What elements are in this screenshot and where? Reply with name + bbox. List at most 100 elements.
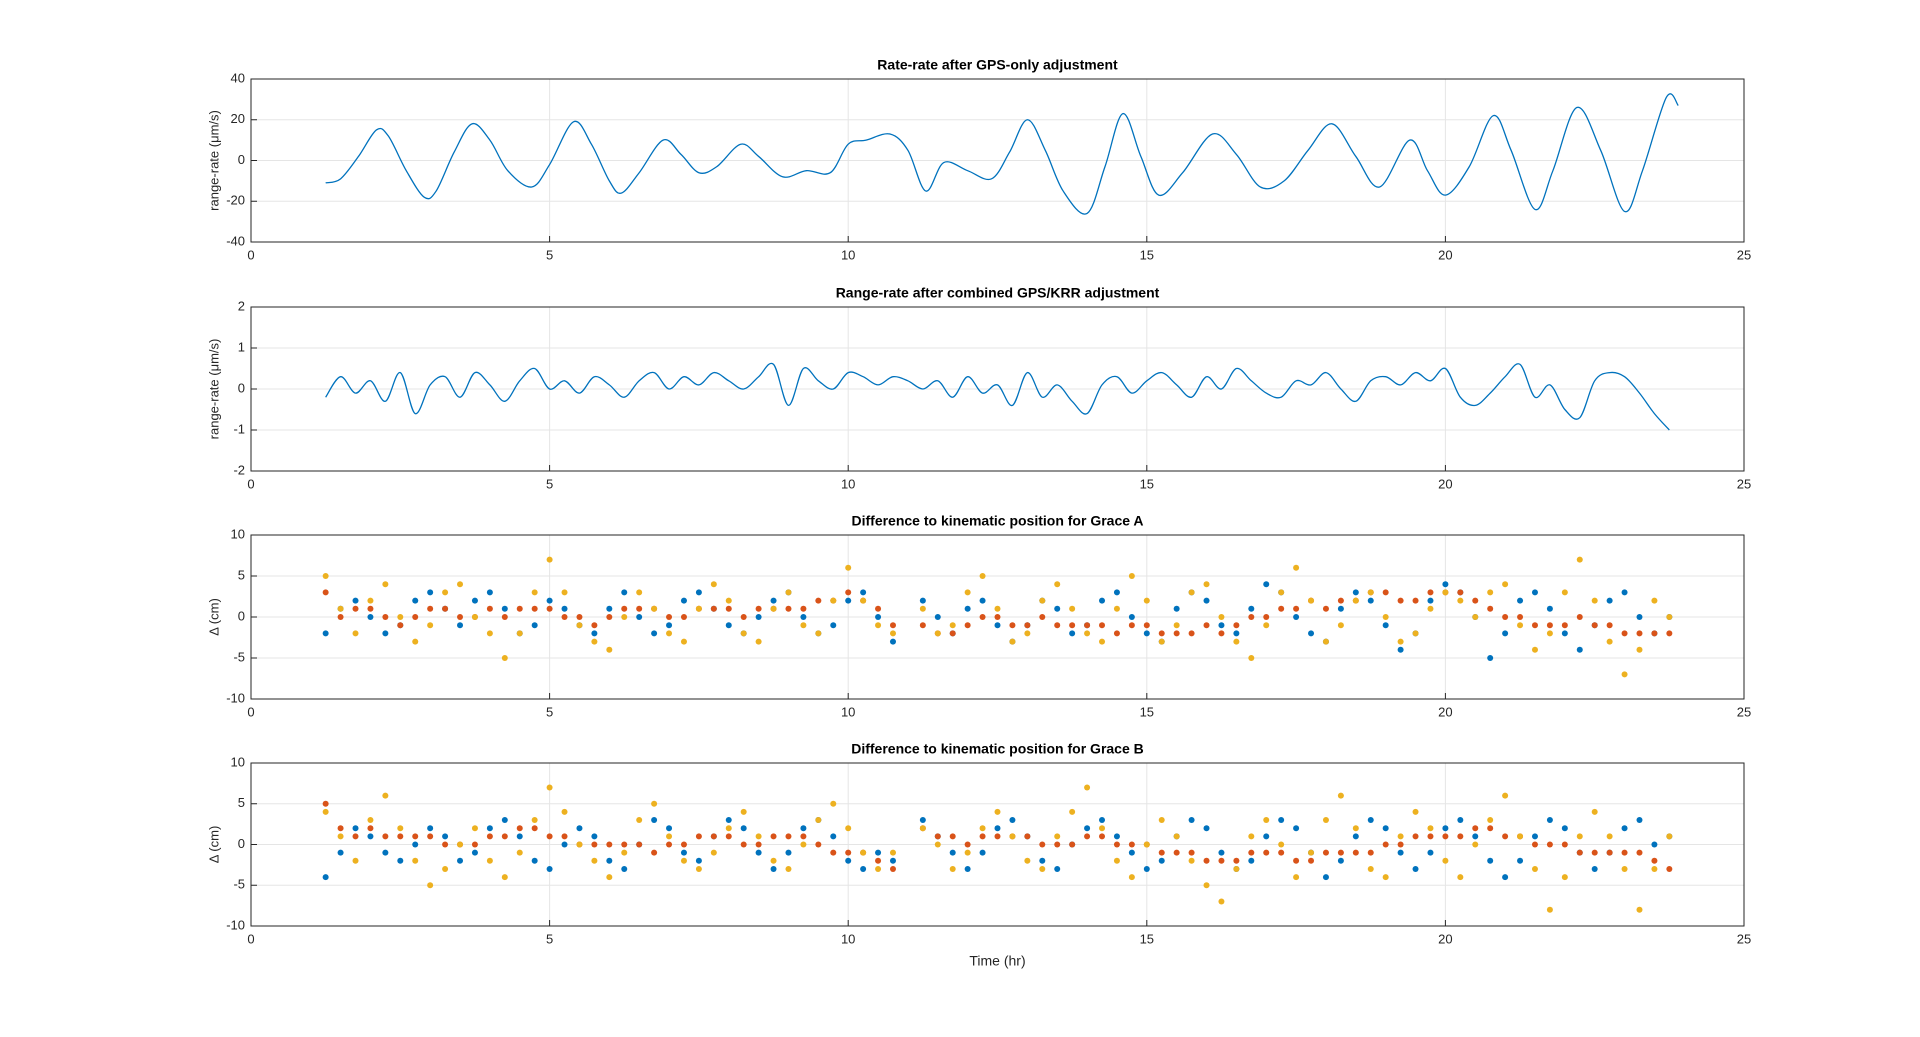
data-point bbox=[1352, 597, 1359, 604]
data-point bbox=[1337, 792, 1344, 799]
y-axis-label: Δ (cm) bbox=[206, 826, 221, 864]
data-point bbox=[1322, 874, 1329, 881]
data-point bbox=[561, 614, 568, 620]
data-point bbox=[367, 597, 374, 604]
data-point bbox=[501, 833, 508, 840]
x-axis-label: Time (hr) bbox=[969, 953, 1025, 969]
data-point bbox=[860, 597, 867, 604]
data-point bbox=[561, 841, 568, 848]
data-point bbox=[591, 833, 598, 840]
data-point bbox=[1143, 622, 1150, 629]
data-point bbox=[1487, 655, 1494, 661]
data-point bbox=[1651, 857, 1658, 864]
data-point bbox=[457, 622, 464, 629]
data-point bbox=[1606, 833, 1613, 840]
data-point bbox=[875, 849, 882, 856]
data-point bbox=[1113, 605, 1120, 612]
data-point bbox=[1203, 622, 1210, 629]
y-tick-label: -2 bbox=[233, 462, 245, 477]
data-point bbox=[1203, 825, 1210, 832]
data-point bbox=[1233, 622, 1240, 629]
data-point bbox=[531, 817, 538, 824]
data-point bbox=[815, 841, 822, 848]
data-point bbox=[1397, 638, 1404, 645]
data-point bbox=[1412, 865, 1419, 872]
data-point bbox=[636, 817, 643, 824]
axes-box bbox=[250, 762, 1745, 927]
data-point bbox=[412, 857, 419, 864]
data-point bbox=[1472, 597, 1479, 604]
x-tick-label: 15 bbox=[1140, 247, 1154, 262]
data-point bbox=[695, 589, 702, 596]
data-point bbox=[1293, 605, 1300, 612]
data-point bbox=[800, 614, 807, 620]
data-point bbox=[666, 622, 673, 629]
data-point bbox=[1502, 614, 1509, 620]
data-point bbox=[860, 589, 867, 596]
data-point bbox=[1308, 630, 1315, 637]
data-point bbox=[367, 605, 374, 612]
data-point bbox=[1218, 630, 1225, 637]
data-point bbox=[695, 833, 702, 840]
data-point bbox=[1457, 833, 1464, 840]
data-point bbox=[606, 874, 613, 881]
data-point bbox=[710, 833, 717, 840]
data-point bbox=[367, 817, 374, 824]
data-point bbox=[576, 614, 583, 620]
data-point bbox=[561, 808, 568, 815]
data-point bbox=[1546, 817, 1553, 824]
data-point bbox=[337, 833, 344, 840]
data-point bbox=[606, 646, 613, 653]
data-point bbox=[337, 825, 344, 832]
data-point bbox=[934, 614, 941, 620]
data-point bbox=[501, 614, 508, 620]
data-point bbox=[442, 841, 449, 848]
data-point bbox=[889, 857, 896, 864]
data-point bbox=[875, 865, 882, 872]
data-point bbox=[1621, 671, 1628, 678]
data-point bbox=[1337, 849, 1344, 856]
data-point bbox=[725, 817, 732, 824]
data-point bbox=[1308, 849, 1315, 856]
data-point bbox=[621, 589, 628, 596]
data-point bbox=[636, 614, 643, 620]
data-point bbox=[1517, 614, 1524, 620]
data-point bbox=[845, 825, 852, 832]
data-point bbox=[1517, 622, 1524, 629]
data-point bbox=[1427, 605, 1434, 612]
data-point bbox=[1472, 825, 1479, 832]
data-point bbox=[1517, 597, 1524, 604]
data-point bbox=[770, 865, 777, 872]
data-point bbox=[1278, 841, 1285, 848]
data-point bbox=[755, 833, 762, 840]
data-point bbox=[1158, 849, 1165, 856]
data-point bbox=[934, 833, 941, 840]
x-tick-label: 0 bbox=[247, 704, 254, 719]
data-point bbox=[546, 556, 553, 563]
data-point bbox=[546, 865, 553, 872]
data-point bbox=[1352, 825, 1359, 832]
data-point bbox=[1278, 589, 1285, 596]
data-point bbox=[666, 833, 673, 840]
data-point bbox=[352, 630, 359, 637]
data-point bbox=[1502, 630, 1509, 637]
data-point bbox=[949, 833, 956, 840]
data-point bbox=[1069, 630, 1076, 637]
x-tick-label: 5 bbox=[546, 704, 553, 719]
data-point bbox=[1113, 589, 1120, 596]
y-tick-label: 0 bbox=[238, 380, 245, 395]
data-point bbox=[427, 825, 434, 832]
data-point bbox=[1069, 622, 1076, 629]
x-tick-label: 15 bbox=[1140, 704, 1154, 719]
data-point bbox=[1442, 581, 1449, 588]
y-tick-label: 1 bbox=[238, 339, 245, 354]
x-tick-label: 10 bbox=[841, 247, 855, 262]
y-tick-label: -10 bbox=[226, 917, 245, 932]
data-point bbox=[1218, 622, 1225, 629]
data-point bbox=[979, 833, 986, 840]
data-point bbox=[1113, 841, 1120, 848]
data-point bbox=[919, 597, 926, 604]
data-point bbox=[889, 630, 896, 637]
data-point bbox=[651, 605, 658, 612]
